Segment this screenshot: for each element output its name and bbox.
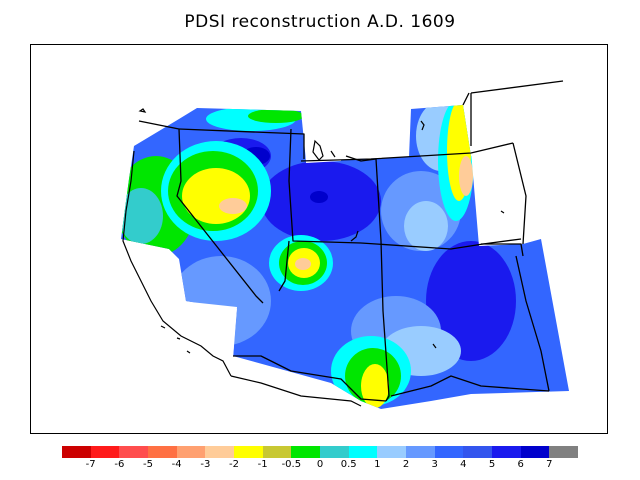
border-wyoming-north	[300, 142, 514, 162]
legend-tick-label: 0	[316, 459, 324, 470]
blue-zone-southeast	[426, 241, 516, 361]
peach-spot-northeast	[459, 156, 473, 196]
legend-tick-label: -5	[143, 459, 153, 470]
legend-swatch	[377, 446, 407, 458]
legend-tick-label: -0.5	[281, 459, 302, 470]
legend-swatch	[434, 446, 464, 458]
border-canada-east	[470, 80, 564, 94]
border-california	[138, 120, 264, 304]
islands	[160, 325, 437, 354]
border-texas-north	[390, 375, 550, 397]
legend-tick-label: -4	[171, 459, 182, 470]
legend-tick-label: 4	[460, 459, 467, 470]
color-legend	[62, 446, 579, 458]
border-arizona-east	[382, 310, 390, 402]
teal-zone-coast	[121, 188, 163, 244]
legend-swatch	[176, 446, 206, 458]
legend-swatch	[262, 446, 292, 458]
coastline	[122, 108, 505, 407]
legend-swatch	[520, 446, 550, 458]
boundaries	[138, 80, 564, 402]
legend-swatch	[205, 446, 235, 458]
legend-swatch	[549, 446, 579, 458]
legend-swatch	[291, 446, 321, 458]
legend-swatch	[119, 446, 149, 458]
legend-tick-label: -1	[257, 459, 268, 470]
border-mexico	[233, 355, 387, 402]
legend-tick-label: 0.5	[340, 459, 357, 470]
yellow-zone-south	[361, 364, 389, 408]
legend-swatch	[148, 446, 177, 458]
pdsi-map	[121, 80, 569, 409]
legend-swatch	[406, 446, 435, 458]
border-montana-edge	[462, 92, 470, 106]
legend-swatch	[62, 446, 91, 458]
border-kansas-east	[515, 255, 550, 392]
peach-spot-basin	[295, 258, 311, 270]
border-utah-north	[288, 128, 362, 244]
missing-data-areas	[181, 113, 523, 359]
no-data-northeast	[471, 143, 523, 246]
pacific-coastline	[122, 150, 232, 377]
legend-swatch	[320, 446, 349, 458]
legend-tick-label: -3	[200, 459, 211, 470]
gulf-coastline	[230, 375, 362, 407]
legend-tick-label: 1	[374, 459, 381, 470]
legend-tick-label: 5	[488, 459, 496, 470]
legend-tick-label: -2	[229, 459, 239, 470]
map-frame	[30, 44, 608, 434]
lightblue-zone-northeast	[404, 201, 448, 251]
legend-tick-label: 2	[402, 459, 410, 470]
legend-swatch	[348, 446, 378, 458]
border-dakota-east	[512, 142, 527, 245]
border-colorado-north	[360, 238, 522, 250]
lakes	[138, 108, 505, 242]
border-utah-west	[278, 240, 290, 292]
legend-swatch	[90, 446, 120, 458]
legend-tick-label: 7	[546, 459, 553, 470]
legend-tick-label: -6	[114, 459, 125, 470]
legend-labels: -7 -6 -5 -4 -3 -2 -1 -0.5 0 0.5 1 2 3 4 5 6 7	[62, 459, 578, 473]
green-zone-top	[248, 109, 304, 123]
legend-swatch	[234, 446, 263, 458]
legend-swatch	[463, 446, 493, 458]
no-data-southwest	[181, 301, 237, 359]
legend-tick-label: 6	[517, 459, 524, 470]
navy-core-central	[310, 191, 328, 203]
legend-tick-label: -7	[85, 459, 96, 470]
map-title: PDSI reconstruction A.D. 1609	[184, 12, 456, 32]
legend-swatch	[492, 446, 521, 458]
border-nebraska	[481, 243, 524, 257]
legend-tick-label: 3	[431, 459, 438, 470]
peach-spot-northwest	[219, 198, 247, 214]
border-north-idaho	[178, 128, 305, 159]
